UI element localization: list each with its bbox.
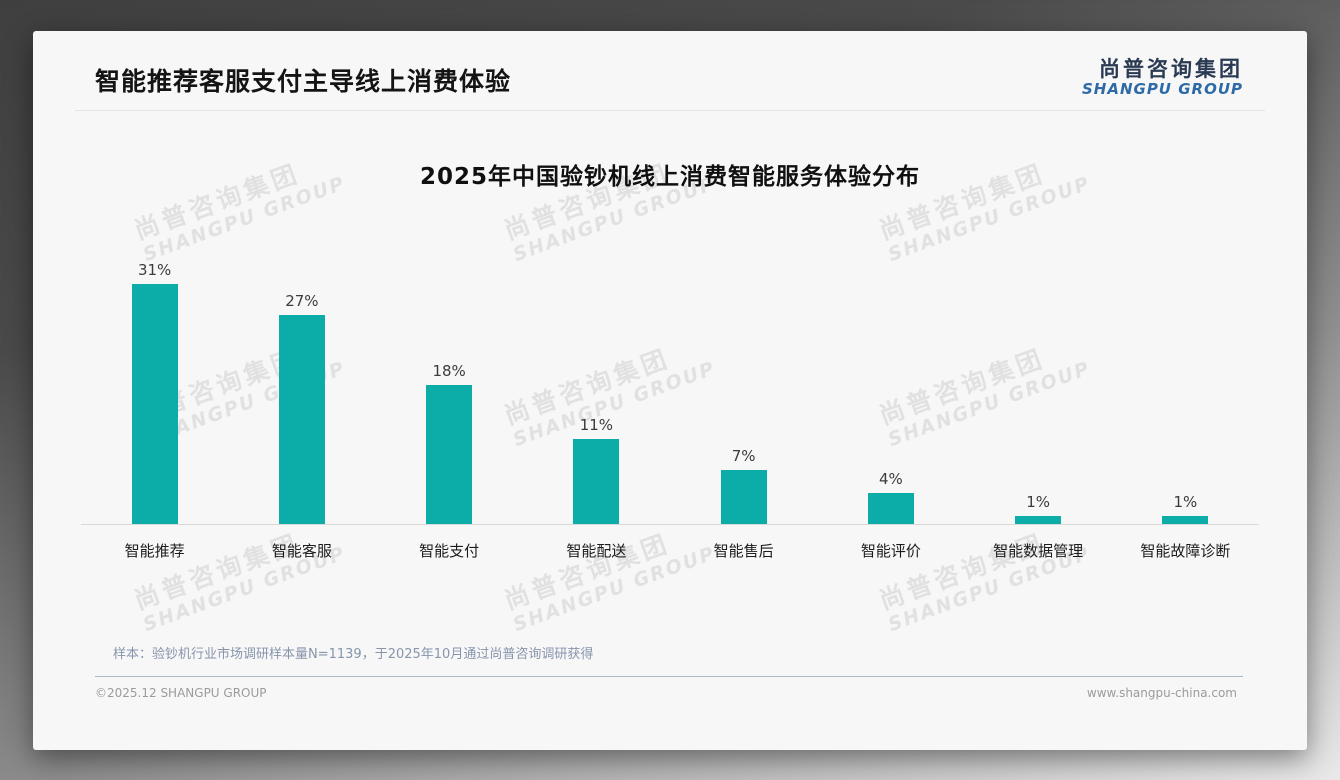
footer: ©2025.12 SHANGPU GROUP www.shangpu-china… <box>33 677 1307 700</box>
bar-column: 4% <box>817 470 964 525</box>
category-label: 智能支付 <box>419 542 480 561</box>
bar-value-label: 27% <box>285 292 319 311</box>
bar-column: 7% <box>670 447 817 525</box>
chart-bars: 31% 27% 18% 11% 7% 4% 1% 1% <box>81 255 1259 526</box>
logo-english-text: SHANGPU GROUP <box>1081 80 1243 99</box>
source-note: 样本：验钞机行业市场调研样本量N=1139，于2025年10月通过尚普咨询调研获… <box>113 647 594 663</box>
bar-column: 27% <box>228 292 375 525</box>
page-title: 智能推荐客服支付主导线上消费体验 <box>95 67 512 97</box>
bar <box>131 284 178 525</box>
header: 智能推荐客服支付主导线上消费体验 尚普咨询集团 SHANGPU GROUP <box>33 31 1307 98</box>
bar-column: 18% <box>376 362 523 525</box>
bar-value-label: 31% <box>137 261 172 280</box>
bar-value-label: 1% <box>1026 493 1051 512</box>
bar-column: 31% <box>81 261 228 525</box>
footer-divider <box>95 676 1243 678</box>
footer-copyright: ©2025.12 SHANGPU GROUP <box>95 686 267 701</box>
chart-category-labels: 智能推荐 智能客服 智能支付 智能配送 智能售后 智能评价 智能数据管理 智能故障诊断 <box>81 525 1259 561</box>
bar-value-label: 1% <box>1173 493 1198 512</box>
bar-column: 1% <box>965 493 1112 525</box>
logo-chinese-text: 尚普咨询集团 <box>1099 57 1243 81</box>
bar-value-label: 18% <box>432 362 466 381</box>
bar <box>867 493 914 525</box>
bar <box>278 315 325 525</box>
category-label: 智能配送 <box>566 542 627 561</box>
category-label: 智能售后 <box>713 542 774 561</box>
bar <box>1015 516 1062 525</box>
bar-column: 11% <box>523 416 670 525</box>
category-label: 智能客服 <box>271 542 332 561</box>
bar-column: 1% <box>1112 493 1259 525</box>
bar-value-label: 11% <box>579 416 614 435</box>
slide-card: 尚普咨询集团 SHANGPU GROUP 尚普咨询集团 SHANGPU GROUP 尚普… <box>33 31 1307 750</box>
category-label: 智能推荐 <box>124 542 185 561</box>
bar <box>573 439 620 525</box>
bar <box>720 470 767 525</box>
bar-chart: 31% 27% 18% 11% 7% 4% 1% 1% 智能推荐 智能客服 智能支付 智能配送 智能售… <box>81 255 1259 561</box>
category-label: 智能评价 <box>860 542 921 561</box>
category-label: 智能故障诊断 <box>1140 542 1231 561</box>
header-divider <box>75 110 1265 112</box>
bar-value-label: 7% <box>731 447 756 466</box>
chart-title: 2025年中国验钞机线上消费智能服务体验分布 <box>419 164 920 191</box>
footer-website: www.shangpu-china.com <box>1086 686 1237 701</box>
category-label: 智能数据管理 <box>993 542 1084 561</box>
bar <box>1162 516 1209 525</box>
bar <box>426 385 473 525</box>
company-logo: 尚普咨询集团 SHANGPU GROUP <box>1082 57 1243 98</box>
bar-value-label: 4% <box>878 470 903 489</box>
